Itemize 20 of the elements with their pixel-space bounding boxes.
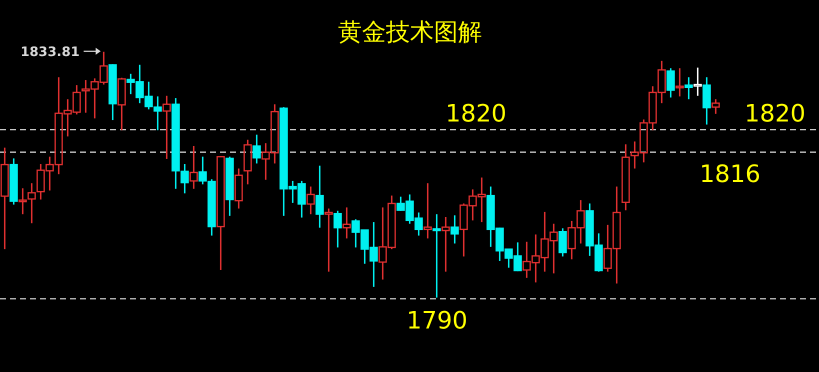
candlestick [694,66,702,97]
candlestick [432,213,441,298]
annotation: 1820 [744,100,806,128]
candlestick [316,164,324,228]
candlestick [684,76,693,100]
candlestick [424,182,432,240]
annotation: 1833.81 [20,44,80,60]
candlestick [442,216,450,272]
ref-line-label: 1790 [406,306,468,335]
candlestick [18,188,27,215]
ref-line-label: 1816 [699,160,761,188]
candlestick [0,146,9,250]
candlestick [190,145,198,190]
candlestick [450,214,459,244]
candlestick [702,76,711,126]
text: 黄金技术图解 [338,18,482,46]
candlestick [342,206,351,240]
candlestick [676,67,684,98]
candlestick [306,186,315,215]
ref-line-label: 1820 [445,100,507,128]
